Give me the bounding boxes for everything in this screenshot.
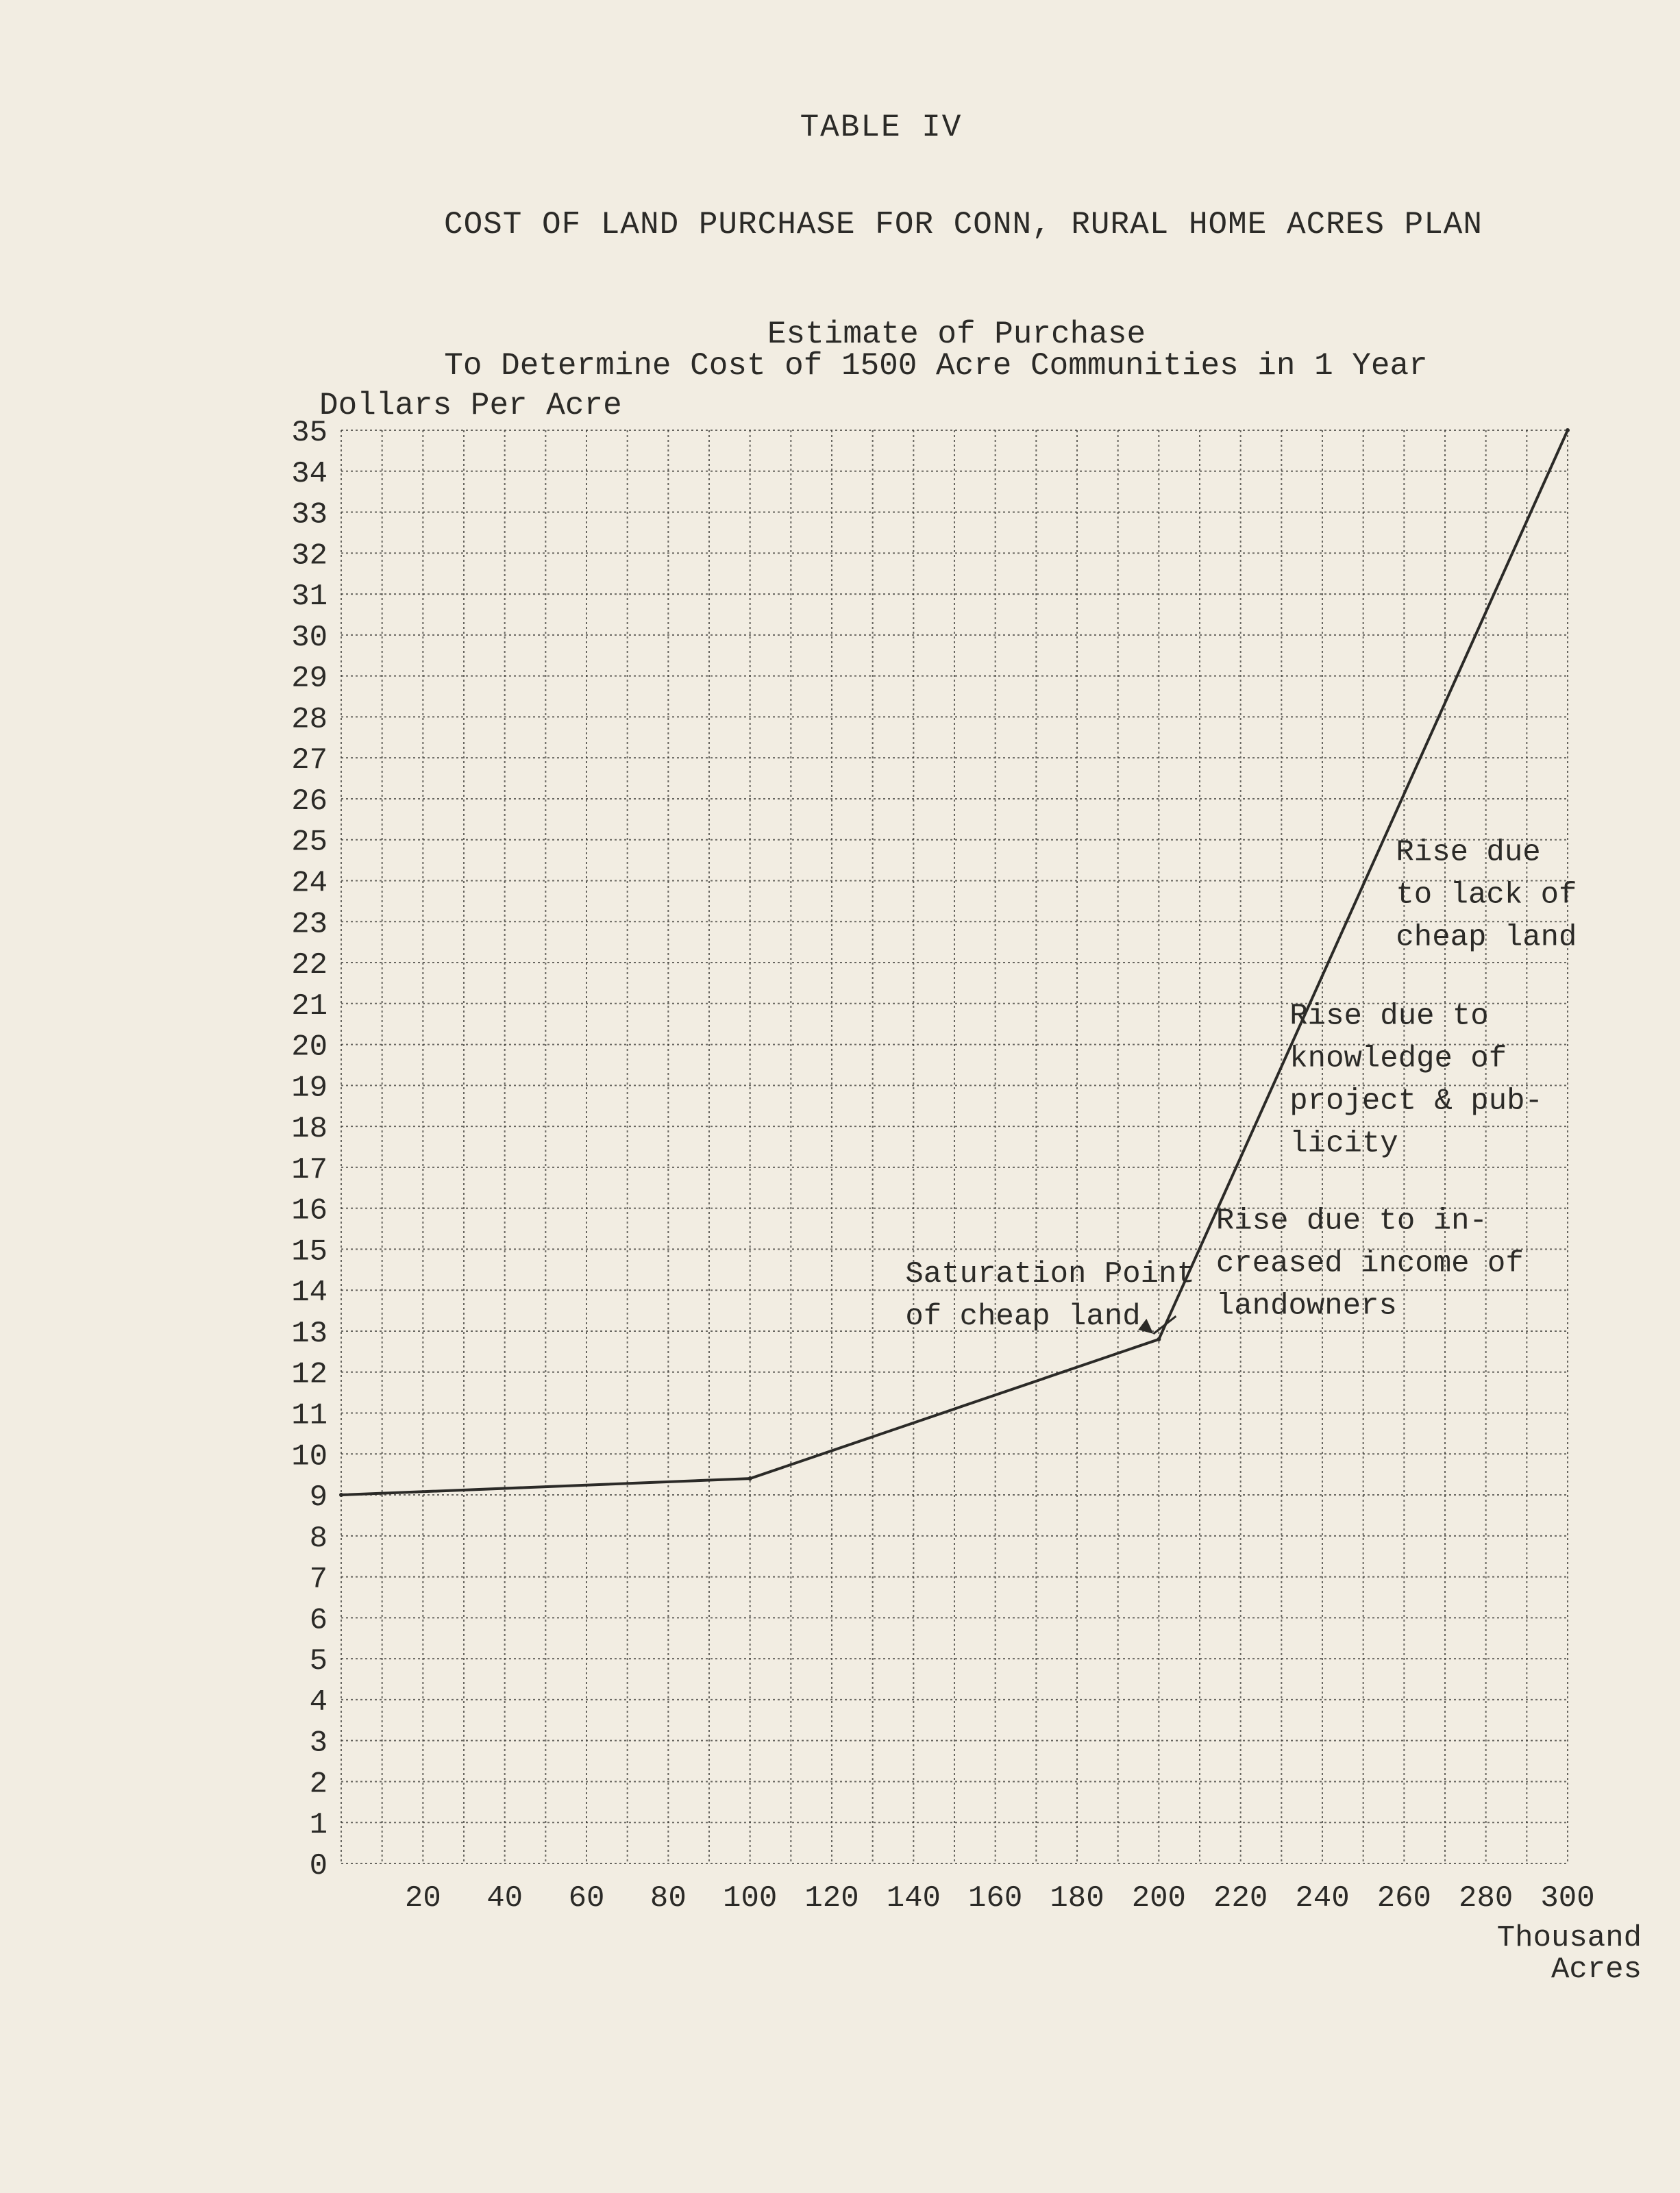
series-line	[341, 430, 1569, 1497]
y-tick-label: 23	[291, 907, 328, 941]
y-tick-label: 26	[291, 784, 328, 819]
x-tick-label: 120	[804, 1881, 858, 1916]
y-tick-label: 4	[310, 1685, 328, 1720]
y-tick-label: 7	[310, 1563, 328, 1597]
x-tick-label: 300	[1540, 1881, 1594, 1916]
annotation-text: of cheap land	[905, 1300, 1140, 1334]
x-tick-label: 40	[486, 1881, 523, 1916]
annotation-text: to lack of	[1396, 878, 1577, 913]
y-tick-label: 22	[291, 948, 328, 982]
annotation-arrow	[1152, 1315, 1177, 1335]
data-point	[339, 1493, 343, 1498]
y-tick-label: 3	[310, 1726, 328, 1761]
chart-title: Estimate of Purchase	[767, 317, 1146, 352]
x-axis-title-line: Thousand	[1497, 1921, 1642, 1955]
x-tick-label: 160	[968, 1881, 1022, 1916]
y-tick-label: 13	[291, 1317, 328, 1351]
y-tick-label: 19	[291, 1071, 328, 1105]
x-tick-label: 240	[1295, 1881, 1349, 1916]
data-point	[1157, 1337, 1161, 1341]
x-tick-label: 180	[1050, 1881, 1104, 1916]
annotation-text: Rise due to in-	[1216, 1204, 1487, 1239]
x-tick-label: 220	[1213, 1881, 1268, 1916]
y-tick-label: 29	[291, 662, 328, 696]
y-tick-label: 0	[310, 1849, 328, 1883]
annotation-text: creased income of	[1216, 1247, 1524, 1281]
annotation-text: Rise due to	[1289, 1000, 1488, 1034]
x-tick-label: 280	[1459, 1881, 1513, 1916]
y-tick-label: 33	[291, 498, 328, 532]
annotation-text: landowners	[1216, 1289, 1397, 1324]
y-tick-label: 2	[310, 1767, 328, 1801]
y-axis-title: Dollars Per Acre	[319, 388, 622, 423]
y-tick-label: 9	[310, 1480, 328, 1515]
y-tick-label: 8	[310, 1522, 328, 1556]
y-tick-label: 21	[291, 989, 328, 1024]
y-tick-label: 6	[310, 1603, 328, 1637]
x-axis-title-line: Acres	[1551, 1953, 1642, 1987]
annotation-text: licity	[1289, 1127, 1398, 1161]
y-tick-label: 25	[291, 826, 328, 860]
x-tick-label: 100	[723, 1881, 777, 1916]
y-tick-label: 27	[291, 743, 328, 778]
y-tick-label: 18	[291, 1112, 328, 1146]
y-tick-label: 12	[291, 1358, 328, 1392]
y-tick-label: 30	[291, 621, 328, 655]
data-point	[1566, 428, 1570, 432]
y-tick-label: 31	[291, 580, 328, 614]
annotation-text: knowledge of	[1289, 1042, 1507, 1076]
x-tick-label: 200	[1132, 1881, 1186, 1916]
y-tick-label: 5	[310, 1644, 328, 1678]
y-tick-label: 28	[291, 702, 328, 736]
x-tick-label: 20	[405, 1881, 441, 1916]
y-tick-label: 14	[291, 1276, 328, 1310]
y-tick-label: 34	[291, 457, 328, 491]
y-tick-label: 17	[291, 1153, 328, 1187]
y-tick-label: 15	[291, 1235, 328, 1269]
x-tick-label: 60	[569, 1881, 605, 1916]
table-label: TABLE IV	[800, 110, 963, 145]
chart-subtitle: To Determine Cost of 1500 Acre Communiti…	[444, 348, 1428, 384]
y-tick-label: 24	[291, 866, 328, 900]
x-tick-label: 80	[650, 1881, 687, 1916]
annotation-text: Rise due	[1396, 836, 1540, 870]
x-tick-label: 140	[887, 1881, 941, 1916]
y-tick-label: 10	[291, 1439, 328, 1474]
annotation-text: cheap land	[1396, 921, 1577, 955]
y-tick-label: 20	[291, 1030, 328, 1065]
annotation-text: project & pub-	[1289, 1085, 1543, 1119]
y-tick-label: 1	[310, 1808, 328, 1842]
y-tick-label: 11	[291, 1399, 328, 1433]
y-tick-label: 16	[291, 1194, 328, 1228]
x-tick-label: 260	[1377, 1881, 1431, 1916]
y-tick-label: 35	[291, 416, 328, 450]
y-tick-label: 32	[291, 538, 328, 573]
arrow-head	[1138, 1318, 1154, 1334]
annotation-text: Saturation Point	[905, 1257, 1194, 1291]
page-title: COST OF LAND PURCHASE FOR CONN, RURAL HO…	[443, 207, 1483, 243]
data-point	[748, 1476, 752, 1481]
